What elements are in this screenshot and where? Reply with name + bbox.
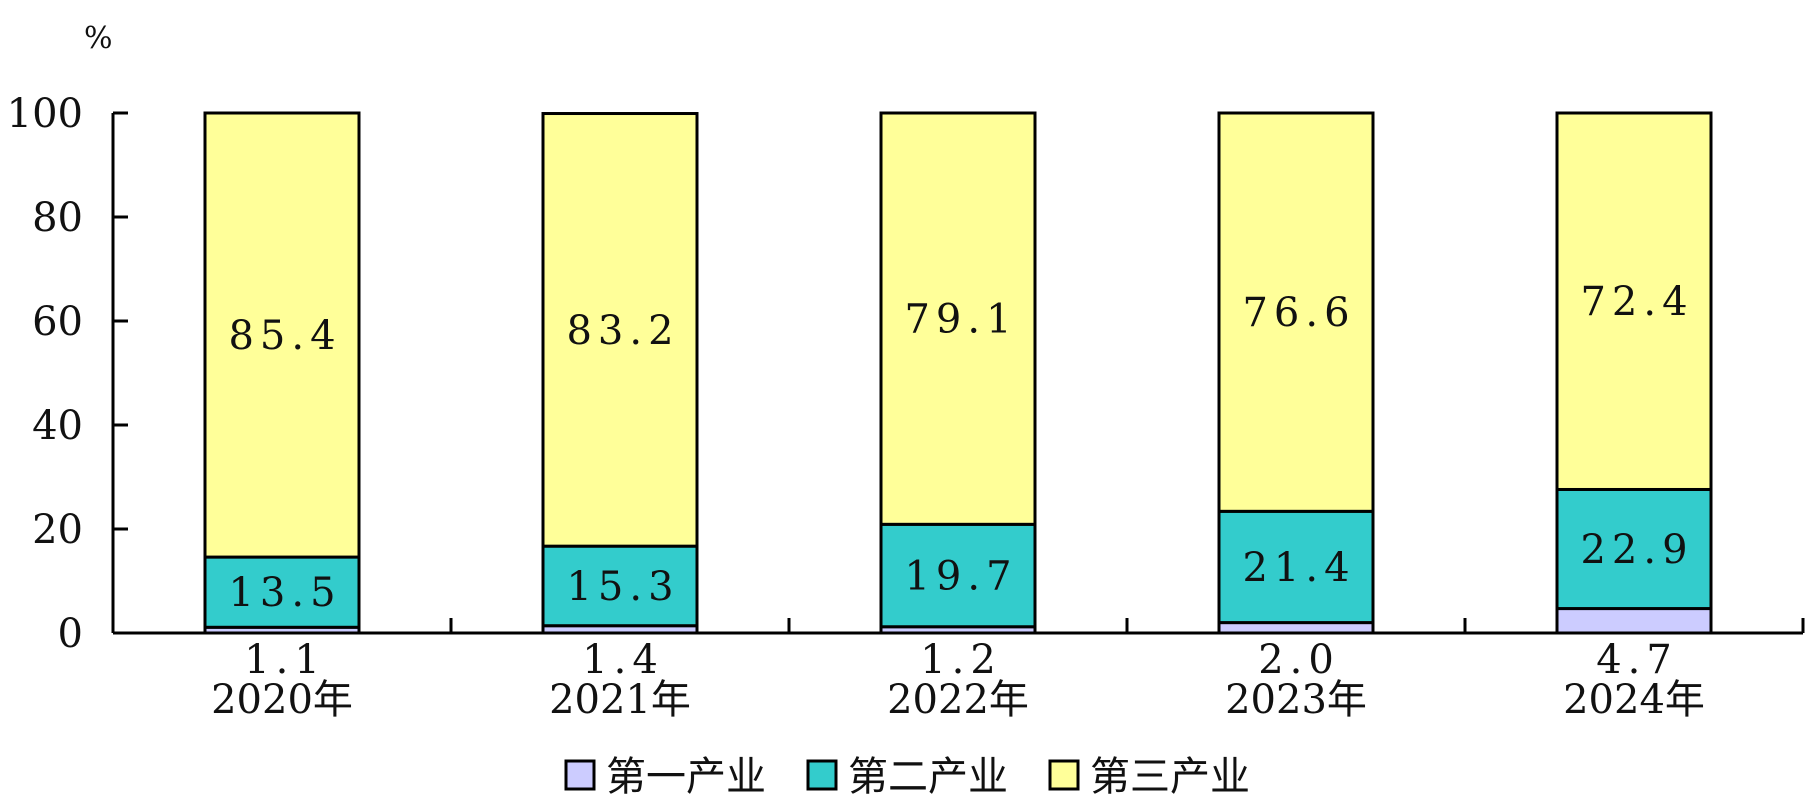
legend-label: 第三产业 (1090, 754, 1250, 800)
y-axis-unit-label: % (84, 21, 113, 56)
data-label-below-axis: 1.2 (920, 637, 1002, 683)
legend-label: 第二产业 (848, 754, 1008, 800)
data-label: 85.4 (228, 313, 341, 359)
data-label: 76.6 (1242, 290, 1355, 336)
data-label-below-axis: 4.7 (1596, 637, 1678, 683)
data-label: 15.3 (566, 564, 679, 610)
x-category-label: 2022年 (887, 677, 1029, 723)
x-category-label: 2024年 (1563, 677, 1705, 723)
bar-segment-1 (1555, 607, 1713, 635)
legend: 第一产业 第二产业 第三产业 (564, 754, 1250, 800)
bar-segment-2 (203, 555, 361, 629)
bar-segment-3 (541, 112, 699, 548)
y-tick-label: 20 (32, 507, 83, 553)
data-label: 79.1 (904, 297, 1017, 343)
data-label: 72.4 (1580, 279, 1693, 325)
legend-swatch (806, 759, 838, 791)
data-label: 21.4 (1242, 545, 1355, 591)
legend-label: 第一产业 (606, 754, 766, 800)
y-tick-label: 80 (32, 195, 83, 241)
data-label: 22.9 (1580, 527, 1693, 573)
x-axis: 2020年 2021年 2022年 2023年 2024年 (113, 618, 1805, 723)
y-axis: 0 20 40 60 80 100 (7, 91, 128, 657)
legend-swatch (564, 759, 596, 791)
data-label: 13.5 (228, 570, 341, 616)
y-tick-label: 40 (32, 403, 83, 449)
x-category-label: 2020年 (211, 677, 353, 723)
data-label-below-axis: 1.1 (244, 637, 326, 683)
data-label-below-axis: 2.0 (1258, 637, 1340, 683)
bar-segment-1 (1217, 621, 1375, 635)
data-label-below-axis: 1.4 (582, 637, 664, 683)
bar-segment-3 (1555, 111, 1713, 491)
bars-group: 1.1 13.5 85.4 1.4 15.3 83.2 1.2 19.7 79.1 2.0 21.4… (203, 111, 1713, 683)
data-label: 19.7 (904, 554, 1017, 600)
data-label: 83.2 (566, 308, 679, 354)
bar-segment-3 (879, 111, 1037, 526)
bar-segment-2 (1555, 487, 1713, 611)
bar-segment-3 (1217, 111, 1375, 513)
y-tick-label: 60 (32, 299, 83, 345)
x-category-label: 2021年 (549, 677, 691, 723)
bar-segment-3 (203, 111, 361, 559)
legend-swatch (1048, 759, 1080, 791)
x-category-label: 2023年 (1225, 677, 1367, 723)
y-tick-label: 0 (58, 611, 83, 657)
bar-segment-2 (1217, 509, 1375, 625)
bar-segment-2 (879, 522, 1037, 629)
y-tick-label: 100 (7, 91, 83, 137)
